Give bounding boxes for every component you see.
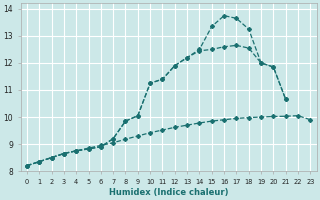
X-axis label: Humidex (Indice chaleur): Humidex (Indice chaleur) — [109, 188, 228, 197]
